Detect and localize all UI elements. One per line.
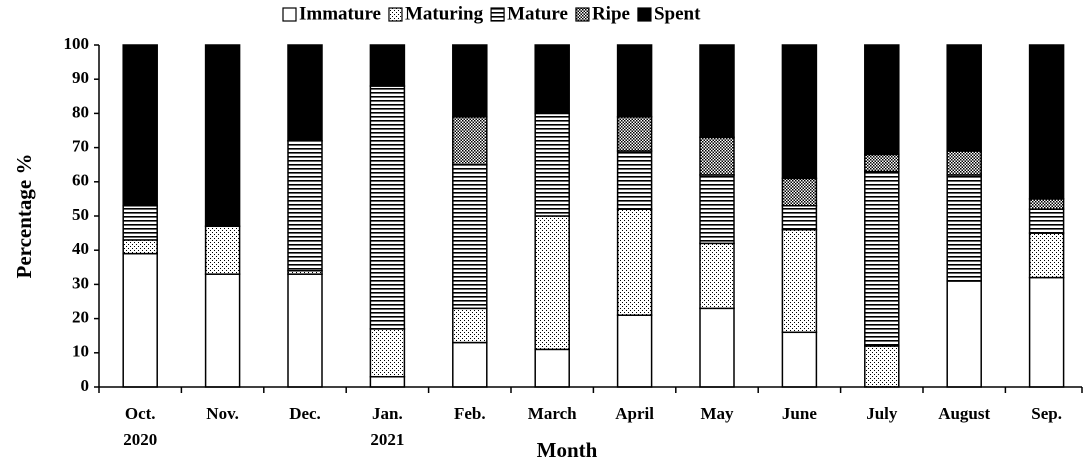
y-tick-label: 20 xyxy=(72,308,89,327)
bar-segment xyxy=(616,208,653,316)
bar-segment xyxy=(204,273,241,388)
bar-segment xyxy=(781,177,818,207)
x-tick-label: Nov. xyxy=(206,404,239,423)
legend-swatch xyxy=(282,7,297,22)
bar-segment xyxy=(1028,208,1065,234)
bar-segment xyxy=(1028,276,1065,388)
bar-segment xyxy=(1028,44,1065,200)
bar-segment xyxy=(122,44,158,207)
bar-segment xyxy=(452,116,488,166)
bar-segment xyxy=(534,215,570,351)
bar-segment xyxy=(946,150,982,176)
bar-segment xyxy=(369,85,406,330)
bar-segment xyxy=(287,44,323,142)
bar-segment xyxy=(122,204,158,241)
x-tick-label: May xyxy=(700,404,734,423)
y-tick-label: 10 xyxy=(72,342,89,361)
legend-swatch xyxy=(490,7,505,22)
bar-segment xyxy=(699,44,735,139)
bar-segment xyxy=(287,140,323,272)
x-tick-label: April xyxy=(615,404,654,423)
x-tick-label: July xyxy=(866,404,898,423)
bar-segment xyxy=(452,341,488,388)
x-tick-label: August xyxy=(938,404,990,423)
legend-swatch xyxy=(637,7,652,22)
bar-segment xyxy=(864,170,900,347)
bar-segment xyxy=(699,242,735,310)
bar-segment xyxy=(946,280,982,388)
bar-segment xyxy=(122,252,158,388)
bar-segment xyxy=(1028,198,1065,210)
y-tick-label: 60 xyxy=(72,171,89,190)
bar-segment xyxy=(534,348,570,388)
bar-segment xyxy=(864,153,900,173)
bar-segment xyxy=(699,136,735,176)
bar-segment xyxy=(864,345,900,388)
legend-label: Maturing xyxy=(405,3,484,24)
y-tick-label: 70 xyxy=(72,137,89,156)
x-tick-label: Jan. 2021 xyxy=(370,404,404,449)
y-tick-label: 40 xyxy=(72,239,89,258)
bar-segment xyxy=(699,174,735,245)
legend-label: Spent xyxy=(654,3,701,24)
y-tick-label: 80 xyxy=(72,102,89,121)
bar-segment xyxy=(122,239,158,255)
bar-segment xyxy=(616,150,653,210)
bar-segment xyxy=(864,44,900,156)
x-tick-label: June xyxy=(782,404,817,423)
legend-swatch xyxy=(388,7,403,22)
bar-segment xyxy=(946,174,982,282)
bar-segment xyxy=(204,44,241,228)
bar-segment xyxy=(1028,232,1065,279)
bar-segment xyxy=(452,44,488,118)
bar-segment xyxy=(369,375,406,388)
bar-segment xyxy=(452,307,488,344)
bar-segment xyxy=(781,331,818,388)
bar-segment xyxy=(946,44,982,152)
bar-segment xyxy=(369,328,406,378)
bar-segment xyxy=(616,116,653,152)
y-tick-label: 0 xyxy=(81,376,90,395)
bar-segment xyxy=(781,204,818,231)
bar-segment xyxy=(369,44,406,87)
bar-segment xyxy=(699,307,735,388)
x-tick-label: Dec. xyxy=(289,404,321,423)
y-tick-label: 90 xyxy=(72,68,89,87)
bar-segment xyxy=(204,225,241,275)
x-tick-label: Feb. xyxy=(454,404,486,423)
y-tick-label: 50 xyxy=(72,205,89,224)
y-axis-title: Percentage % xyxy=(12,154,36,279)
bar-segment xyxy=(781,44,818,180)
legend-label: Immature xyxy=(299,3,381,24)
x-axis-title: Month xyxy=(537,438,598,462)
bar-segment xyxy=(616,44,653,118)
y-tick-label: 30 xyxy=(72,273,89,292)
y-tick-label: 100 xyxy=(64,34,90,53)
x-tick-label: Sep. xyxy=(1031,404,1062,423)
legend-label: Mature xyxy=(507,3,568,24)
bar-segment xyxy=(534,112,570,217)
legend-label: Ripe xyxy=(592,3,630,24)
bar-segment xyxy=(781,228,818,334)
bar-segment xyxy=(616,314,653,388)
bar-segment xyxy=(287,273,323,388)
bar-segment xyxy=(452,163,488,310)
x-tick-label: March xyxy=(528,404,577,423)
bar-segment xyxy=(534,44,570,115)
legend-swatch xyxy=(575,7,590,22)
x-tick-label: Oct. 2020 xyxy=(123,404,157,449)
